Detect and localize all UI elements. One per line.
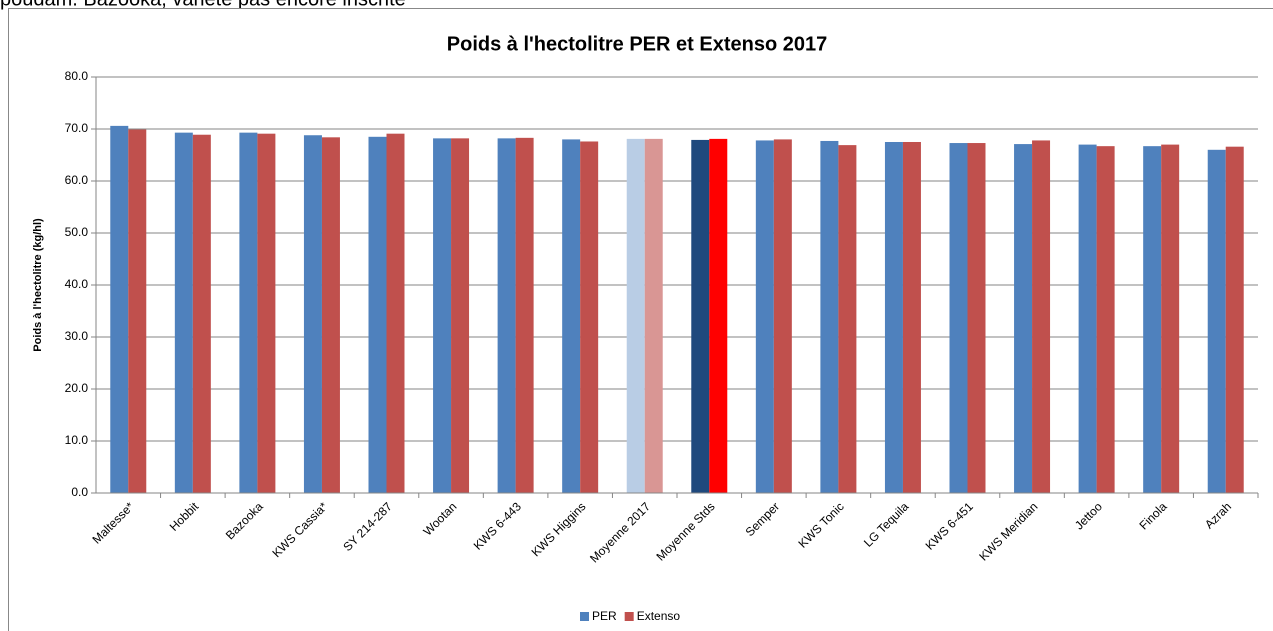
bar [1032,140,1051,493]
bar [451,138,470,494]
header-text: poudam. Bazooka, variété pas encore insc… [0,0,406,10]
bar [110,125,129,493]
y-tick-label: 40.0 [65,277,89,291]
bar [709,138,728,493]
bar [902,142,921,493]
bar [773,139,792,493]
bar [1143,146,1162,493]
bar [820,140,839,493]
bar [1096,146,1115,493]
bar [838,145,857,493]
chart-title: Poids à l'hectolitre PER et Extenso 2017 [447,33,827,55]
bar [884,142,903,493]
bar [580,141,599,494]
bar [644,138,663,493]
bar [433,138,452,494]
y-tick-label: 30.0 [65,329,89,343]
y-tick-label: 10.0 [65,433,89,447]
legend-label: Extenso [637,609,681,623]
bar [239,132,258,493]
bar [1225,146,1244,493]
bar [192,134,211,493]
y-tick-label: 50.0 [65,225,89,239]
bar [1161,144,1180,493]
bar [691,139,710,494]
bar [321,137,340,493]
bar [562,139,581,493]
bar [497,138,516,494]
bar [755,140,774,493]
bar [368,136,387,494]
bar [515,137,534,493]
bar [967,143,986,494]
bar [1078,144,1097,493]
bar [128,129,147,493]
bar [174,132,193,493]
legend-label: PER [592,609,617,623]
y-axis-label: Poids à l'hectolitre (kg/hl) [32,218,44,352]
legend-swatch [624,612,634,621]
bar [386,133,405,493]
bar [1207,149,1226,494]
y-tick-label: 80.0 [65,69,89,83]
y-tick-label: 20.0 [65,381,89,395]
y-tick-label: 70.0 [65,121,89,135]
bar [626,138,645,493]
y-tick-label: 60.0 [65,173,89,187]
legend-swatch [580,612,589,621]
bar [949,143,968,494]
bar [1014,144,1033,493]
bar [303,135,322,494]
y-tick-label: 0.0 [71,485,88,499]
bar [257,133,276,493]
